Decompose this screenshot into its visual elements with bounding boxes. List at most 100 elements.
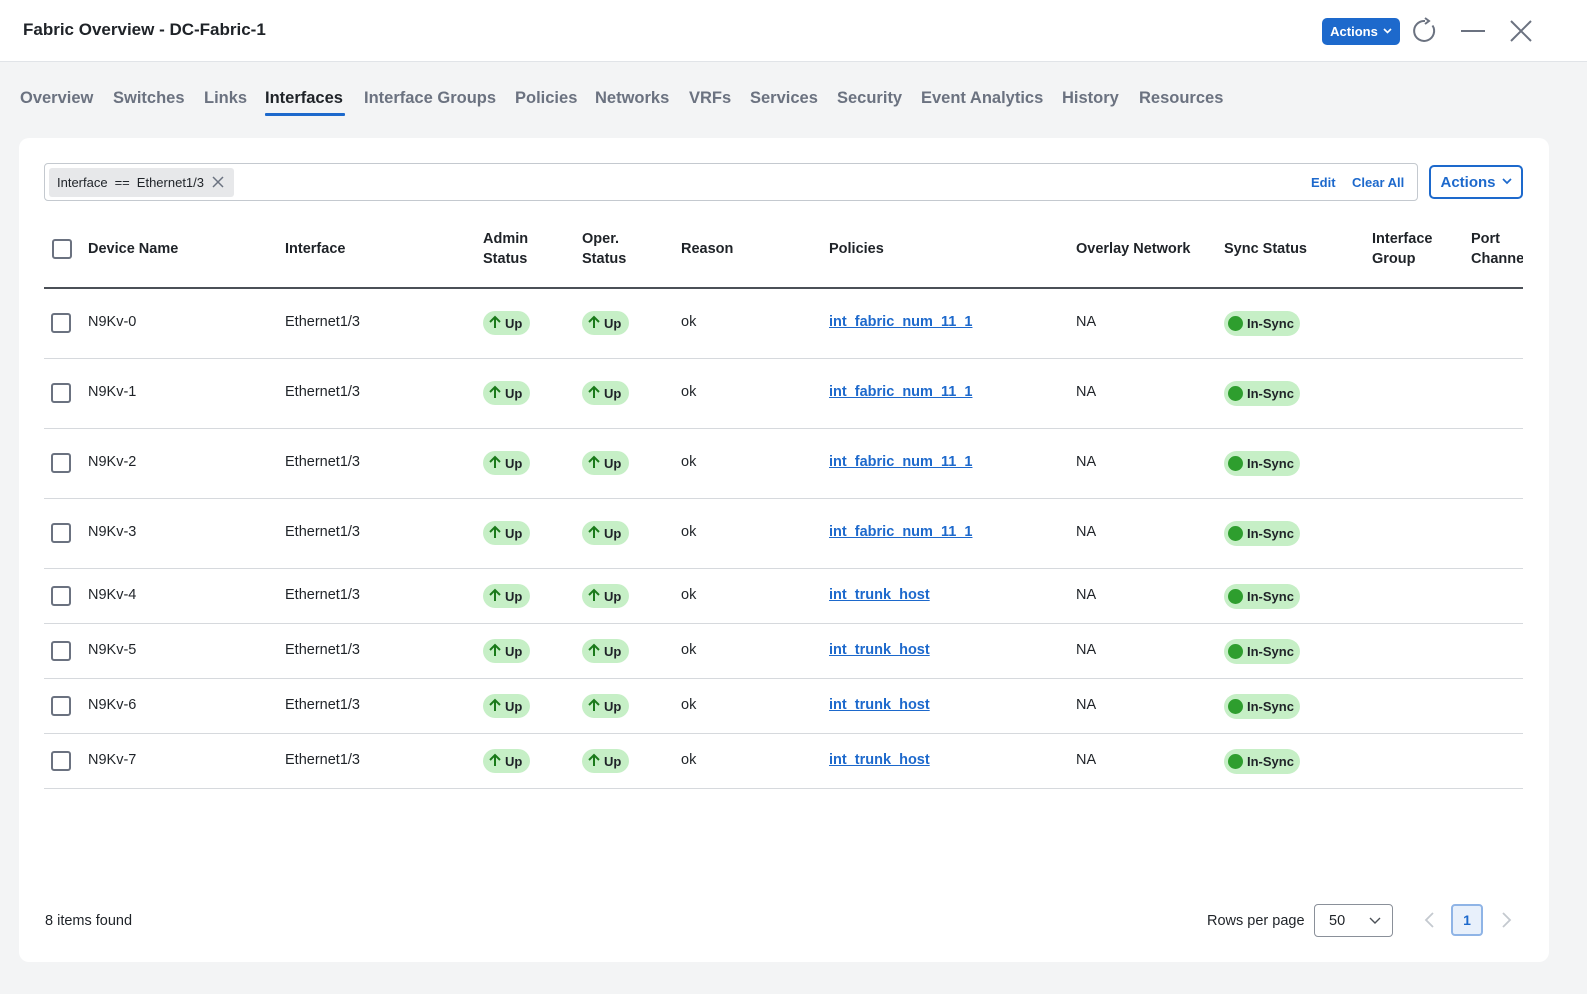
cell-device-name: N9Kv-7 xyxy=(88,752,137,768)
policy-link[interactable]: int_fabric_num_11_1 xyxy=(829,384,973,400)
tab-resources[interactable]: Resources xyxy=(1139,89,1224,107)
header-interface[interactable]: Interface xyxy=(285,241,346,257)
row-divider xyxy=(44,788,1523,789)
tab-networks[interactable]: Networks xyxy=(595,89,670,107)
header-sync-status[interactable]: Sync Status xyxy=(1224,241,1307,257)
title-bar: Fabric Overview - DC-Fabric-1 Actions xyxy=(0,0,1587,62)
header-oper-status[interactable]: Oper. Status xyxy=(582,229,626,269)
tab-overview[interactable]: Overview xyxy=(20,89,94,107)
sync-status-text: In-Sync xyxy=(1247,754,1294,769)
header-admin-status-line1: Admin xyxy=(483,231,529,247)
policy-link[interactable]: int_trunk_host xyxy=(829,752,930,768)
oper-status-badge: Up xyxy=(582,311,629,335)
chevron-down-icon xyxy=(1501,176,1512,188)
tab-services[interactable]: Services xyxy=(750,89,818,107)
tab-interface-groups[interactable]: Interface Groups xyxy=(364,89,497,107)
tab-security[interactable]: Security xyxy=(837,89,903,107)
sync-status-badge: In-Sync xyxy=(1224,584,1300,609)
cell-interface: Ethernet1/3 xyxy=(285,524,360,540)
sync-status-text: In-Sync xyxy=(1247,699,1294,714)
pagination-page-1[interactable]: 1 xyxy=(1451,904,1483,936)
minimize-icon[interactable] xyxy=(1457,15,1489,47)
policy-link[interactable]: int_trunk_host xyxy=(829,587,930,603)
policy-link[interactable]: int_fabric_num_11_1 xyxy=(829,454,973,470)
oper-status-text: Up xyxy=(604,643,622,659)
arrow-up-icon xyxy=(487,314,503,333)
row-checkbox[interactable] xyxy=(51,696,71,716)
cell-overlay-network: NA xyxy=(1076,587,1097,603)
header-port-channel[interactable]: Port Channe xyxy=(1471,229,1523,269)
oper-status-badge: Up xyxy=(582,451,629,475)
filter-bar[interactable]: Interface == Ethernet1/3 Edit Clear All xyxy=(44,163,1418,201)
arrow-up-icon xyxy=(586,697,602,716)
sync-status-text: In-Sync xyxy=(1247,526,1294,541)
cell-reason: ok xyxy=(681,642,697,658)
filter-value: Ethernet1/3 xyxy=(136,175,204,190)
row-checkbox[interactable] xyxy=(51,453,71,473)
refresh-icon[interactable] xyxy=(1409,15,1441,47)
row-checkbox[interactable] xyxy=(51,523,71,543)
policy-link[interactable]: int_fabric_num_11_1 xyxy=(829,524,973,540)
chevron-right-icon[interactable] xyxy=(1496,909,1516,931)
row-checkbox[interactable] xyxy=(51,586,71,606)
admin-status-text: Up xyxy=(505,753,523,769)
rows-per-page-select[interactable]: 50 xyxy=(1314,904,1393,937)
tab-history[interactable]: History xyxy=(1062,89,1119,107)
cell-reason: ok xyxy=(681,454,697,470)
sync-status-text: In-Sync xyxy=(1247,386,1294,401)
oper-status-text: Up xyxy=(604,455,622,471)
row-checkbox[interactable] xyxy=(51,383,71,403)
oper-status-text: Up xyxy=(604,315,622,331)
sync-status-badge: In-Sync xyxy=(1224,381,1300,406)
filter-clear-all-link[interactable]: Clear All xyxy=(1352,175,1405,190)
arrow-up-icon xyxy=(487,454,503,473)
filter-edit-link[interactable]: Edit xyxy=(1311,175,1336,190)
close-icon[interactable] xyxy=(212,174,224,191)
select-all-checkbox[interactable] xyxy=(52,239,72,259)
items-found-count: 8 items found xyxy=(45,913,133,929)
close-icon[interactable] xyxy=(1505,15,1537,47)
tab-switches[interactable]: Switches xyxy=(113,89,185,107)
table-actions-button[interactable]: Actions xyxy=(1429,165,1523,199)
tab-event-analytics[interactable]: Event Analytics xyxy=(921,89,1044,107)
row-checkbox[interactable] xyxy=(51,313,71,333)
rows-per-page-value: 50 xyxy=(1329,912,1346,929)
cell-overlay-network: NA xyxy=(1076,697,1097,713)
header-overlay-network[interactable]: Overlay Network xyxy=(1076,241,1191,257)
filter-field: Interface xyxy=(57,175,108,190)
row-checkbox[interactable] xyxy=(51,641,71,661)
policy-link[interactable]: int_trunk_host xyxy=(829,642,930,658)
cell-device-name: N9Kv-4 xyxy=(88,587,137,603)
policy-link[interactable]: int_fabric_num_11_1 xyxy=(829,314,973,330)
admin-status-badge: Up xyxy=(483,749,530,773)
row-checkbox[interactable] xyxy=(51,751,71,771)
tab-vrfs[interactable]: VRFs xyxy=(689,89,732,107)
row-divider xyxy=(44,568,1523,569)
tab-interfaces[interactable]: Interfaces xyxy=(265,89,343,107)
tab-links[interactable]: Links xyxy=(204,89,248,107)
arrow-up-icon xyxy=(586,524,602,543)
oper-status-badge: Up xyxy=(582,749,629,773)
admin-status-text: Up xyxy=(505,385,523,401)
row-divider xyxy=(44,498,1523,499)
admin-status-badge: Up xyxy=(483,639,530,663)
tab-policies[interactable]: Policies xyxy=(515,89,578,107)
header-policies[interactable]: Policies xyxy=(829,241,884,257)
chevron-left-icon[interactable] xyxy=(1420,909,1440,931)
cell-overlay-network: NA xyxy=(1076,752,1097,768)
oper-status-badge: Up xyxy=(582,639,629,663)
header-reason[interactable]: Reason xyxy=(681,241,734,257)
oper-status-text: Up xyxy=(604,588,622,604)
arrow-up-icon xyxy=(586,384,602,403)
header-admin-status[interactable]: Admin Status xyxy=(483,229,528,269)
arrow-up-icon xyxy=(586,454,602,473)
header-actions-button[interactable]: Actions xyxy=(1322,18,1400,45)
policy-link[interactable]: int_trunk_host xyxy=(829,697,930,713)
header-oper-status-line1: Oper. xyxy=(582,231,620,247)
header-divider xyxy=(44,287,1523,289)
oper-status-text: Up xyxy=(604,753,622,769)
header-device-name[interactable]: Device Name xyxy=(88,241,179,257)
header-interface-group[interactable]: Interface Group xyxy=(1372,229,1432,269)
oper-status-text: Up xyxy=(604,525,622,541)
arrow-up-icon xyxy=(586,587,602,606)
